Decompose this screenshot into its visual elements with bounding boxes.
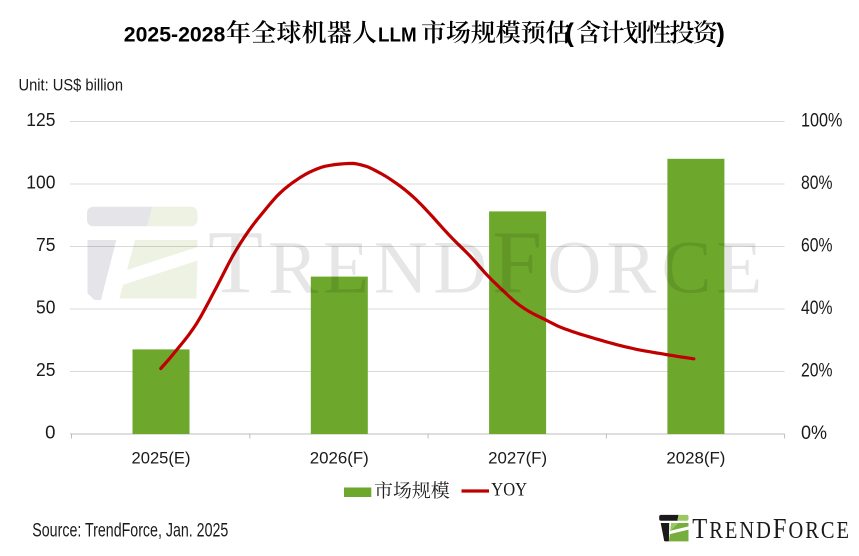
svg-text:25: 25 (36, 359, 55, 380)
svg-text:TRENDFORCE: TRENDFORCE (692, 512, 851, 544)
svg-text:2026(F): 2026(F) (310, 449, 369, 468)
svg-text:100: 100 (26, 172, 55, 193)
svg-text:0%: 0% (801, 423, 827, 444)
svg-text:50: 50 (36, 297, 55, 318)
svg-text:2028(F): 2028(F) (666, 449, 725, 468)
svg-text:75: 75 (36, 234, 55, 255)
svg-text:0: 0 (45, 422, 55, 443)
svg-text:2025(E): 2025(E) (132, 449, 191, 468)
svg-text:20%: 20% (801, 361, 833, 382)
svg-text:125: 125 (26, 109, 55, 130)
svg-text:2025-2028: 2025-2028 (124, 23, 226, 46)
svg-text:2027(F): 2027(F) (488, 449, 547, 468)
svg-text:60%: 60% (801, 236, 833, 257)
svg-text:100%: 100% (801, 111, 842, 132)
svg-text:YOY: YOY (491, 480, 527, 501)
svg-text:(: ( (565, 17, 574, 47)
svg-text:80%: 80% (801, 173, 833, 194)
svg-text:TRENDFORCE: TRENDFORCE (208, 214, 767, 313)
svg-text:Unit: US$ billion: Unit: US$ billion (19, 75, 124, 94)
svg-text:LLM: LLM (378, 24, 417, 46)
svg-text:): ) (716, 17, 725, 47)
svg-text:40%: 40% (801, 298, 833, 319)
svg-text:Source: TrendForce, Jan. 2025: Source: TrendForce, Jan. 2025 (32, 520, 228, 542)
